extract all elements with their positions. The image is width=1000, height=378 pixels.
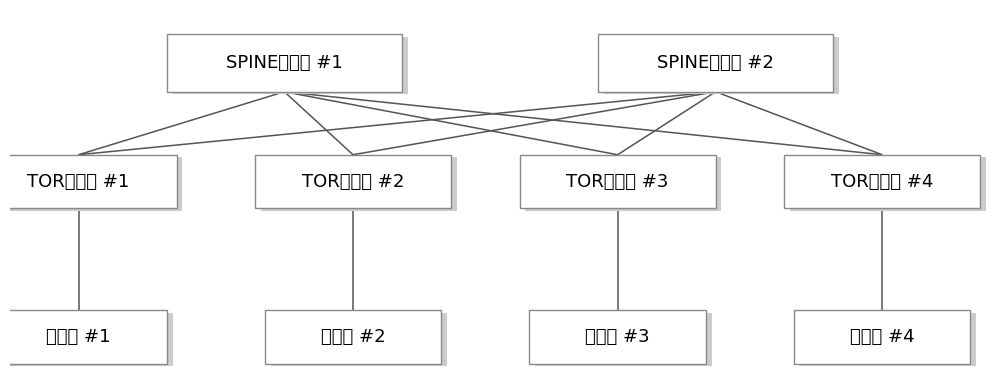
FancyBboxPatch shape bbox=[525, 157, 721, 211]
Text: 服务器 #3: 服务器 #3 bbox=[585, 328, 650, 346]
Text: TOR交换机 #3: TOR交换机 #3 bbox=[566, 173, 669, 191]
FancyBboxPatch shape bbox=[265, 310, 441, 364]
FancyBboxPatch shape bbox=[604, 37, 839, 94]
FancyBboxPatch shape bbox=[255, 155, 451, 208]
Text: 服务器 #1: 服务器 #1 bbox=[46, 328, 111, 346]
Text: SPINE交换机 #1: SPINE交换机 #1 bbox=[226, 54, 343, 72]
FancyBboxPatch shape bbox=[800, 313, 976, 366]
FancyBboxPatch shape bbox=[173, 37, 408, 94]
FancyBboxPatch shape bbox=[529, 310, 706, 364]
FancyBboxPatch shape bbox=[790, 157, 986, 211]
FancyBboxPatch shape bbox=[271, 313, 447, 366]
Text: TOR交换机 #4: TOR交换机 #4 bbox=[831, 173, 933, 191]
FancyBboxPatch shape bbox=[261, 157, 457, 211]
FancyBboxPatch shape bbox=[0, 155, 177, 208]
FancyBboxPatch shape bbox=[520, 155, 716, 208]
Text: 服务器 #2: 服务器 #2 bbox=[321, 328, 385, 346]
FancyBboxPatch shape bbox=[0, 157, 182, 211]
FancyBboxPatch shape bbox=[784, 155, 980, 208]
Text: 服务器 #4: 服务器 #4 bbox=[850, 328, 915, 346]
FancyBboxPatch shape bbox=[0, 313, 173, 366]
FancyBboxPatch shape bbox=[0, 310, 167, 364]
FancyBboxPatch shape bbox=[167, 34, 402, 92]
FancyBboxPatch shape bbox=[794, 310, 970, 364]
FancyBboxPatch shape bbox=[535, 313, 712, 366]
Text: SPINE交换机 #2: SPINE交换机 #2 bbox=[657, 54, 774, 72]
Text: TOR交换机 #2: TOR交换机 #2 bbox=[302, 173, 404, 191]
FancyBboxPatch shape bbox=[598, 34, 833, 92]
Text: TOR交换机 #1: TOR交换机 #1 bbox=[27, 173, 130, 191]
